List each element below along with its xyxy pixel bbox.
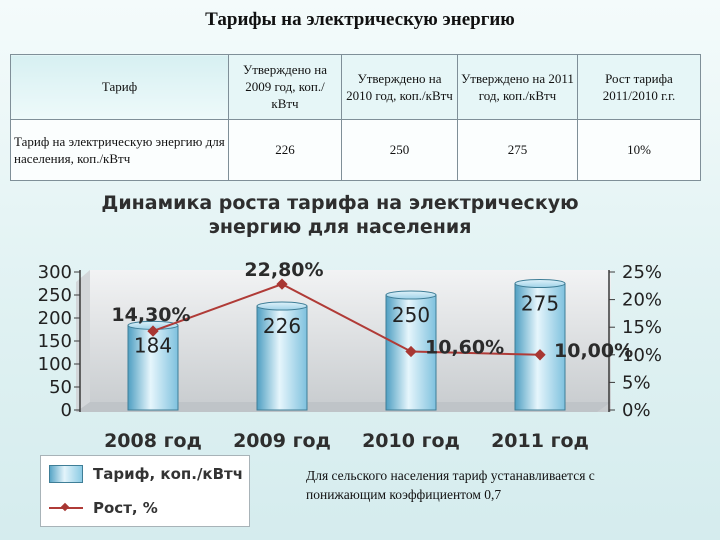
right-tick-label: 5%: [622, 372, 651, 393]
footnote: Для сельского населения тариф устанавлив…: [306, 468, 595, 502]
bar-2: 226: [256, 301, 308, 411]
tariff-table: Тариф Утверждено на 2009 год, коп./кВтч …: [10, 54, 701, 182]
x-tick-label: 2010 год: [362, 430, 460, 452]
bar-1: 184: [127, 320, 179, 411]
table-header-2011: Утверждено на 2011 год, коп./кВтч: [457, 54, 578, 120]
left-tick-label: 200: [38, 308, 72, 329]
table-header-2010: Утверждено на 2010 год, коп./кВтч: [341, 54, 458, 120]
table-header-row: Тариф Утверждено на 2009 год, коп./кВтч …: [10, 54, 701, 120]
bar-value-label: 250: [392, 303, 430, 327]
right-tick-label: 20%: [622, 290, 662, 311]
legend: Тариф, коп./кВтч Рост, %: [40, 455, 250, 527]
table-row: Тариф на электрическую энергию для насел…: [10, 118, 701, 182]
page-title: Тарифы на электрическую энергию: [205, 9, 515, 30]
x-tick-label: 2009 год: [233, 430, 331, 452]
left-tick-label: 300: [38, 262, 72, 283]
chart-title: Динамика роста тарифа на электрическую э…: [101, 192, 579, 238]
legend-bar-swatch: [49, 465, 83, 483]
left-tick-label: 250: [38, 285, 72, 306]
bar-body: [256, 305, 308, 411]
table-header-growth: Рост тарифа 2011/2010 г.г.: [577, 54, 701, 120]
bar-value-label: 184: [134, 333, 172, 357]
bar-4: 275: [514, 279, 566, 411]
table-cell-2011: 275: [457, 118, 578, 182]
x-tick-label: 2008 год: [104, 430, 202, 452]
growth-value-label: 10,60%: [425, 336, 504, 358]
growth-line: [152, 283, 541, 356]
bar-cap: [385, 290, 437, 300]
bar-cap: [256, 301, 308, 311]
bar-body: [127, 324, 179, 411]
legend-label-growth: Рост, %: [93, 499, 158, 517]
growth-marker: [276, 278, 288, 290]
left-tick-label: 150: [38, 331, 72, 352]
growth-marker: [147, 325, 159, 337]
table-cell-growth: 10%: [577, 118, 701, 182]
right-tick-label: 0%: [622, 400, 651, 421]
legend-entry-growth: Рост, %: [49, 494, 158, 522]
legend-line-swatch: [49, 500, 83, 516]
legend-entry-tariff: Тариф, коп./кВтч: [49, 460, 243, 488]
bar-body: [514, 283, 566, 411]
right-tick-label: 25%: [622, 262, 662, 283]
table-cell-2009: 226: [228, 118, 342, 182]
growth-value-label: 22,80%: [244, 259, 323, 281]
bar-value-label: 275: [521, 292, 559, 316]
table-cell-2010: 250: [341, 118, 458, 182]
bar-value-label: 226: [263, 314, 301, 338]
left-tick-label: 0: [61, 400, 72, 421]
x-tick-label: 2011 год: [491, 430, 589, 452]
growth-value-label: 10,00%: [554, 340, 633, 362]
growth-marker: [405, 345, 417, 358]
legend-label-tariff: Тариф, коп./кВтч: [93, 465, 244, 483]
bar-cap: [514, 279, 566, 288]
growth-marker: [534, 349, 546, 361]
left-tick-label: 50: [49, 377, 72, 398]
plot-floor: [76, 402, 611, 412]
growth-value-label: 14,30%: [111, 304, 190, 326]
right-tick-label: 10%: [622, 345, 662, 366]
table-header-2009: Утверждено на 2009 год, коп./кВтч: [228, 54, 342, 120]
table-row-label: Тариф на электрическую энергию для насел…: [10, 118, 229, 182]
right-tick-label: 15%: [622, 317, 662, 338]
left-tick-label: 100: [38, 354, 72, 375]
